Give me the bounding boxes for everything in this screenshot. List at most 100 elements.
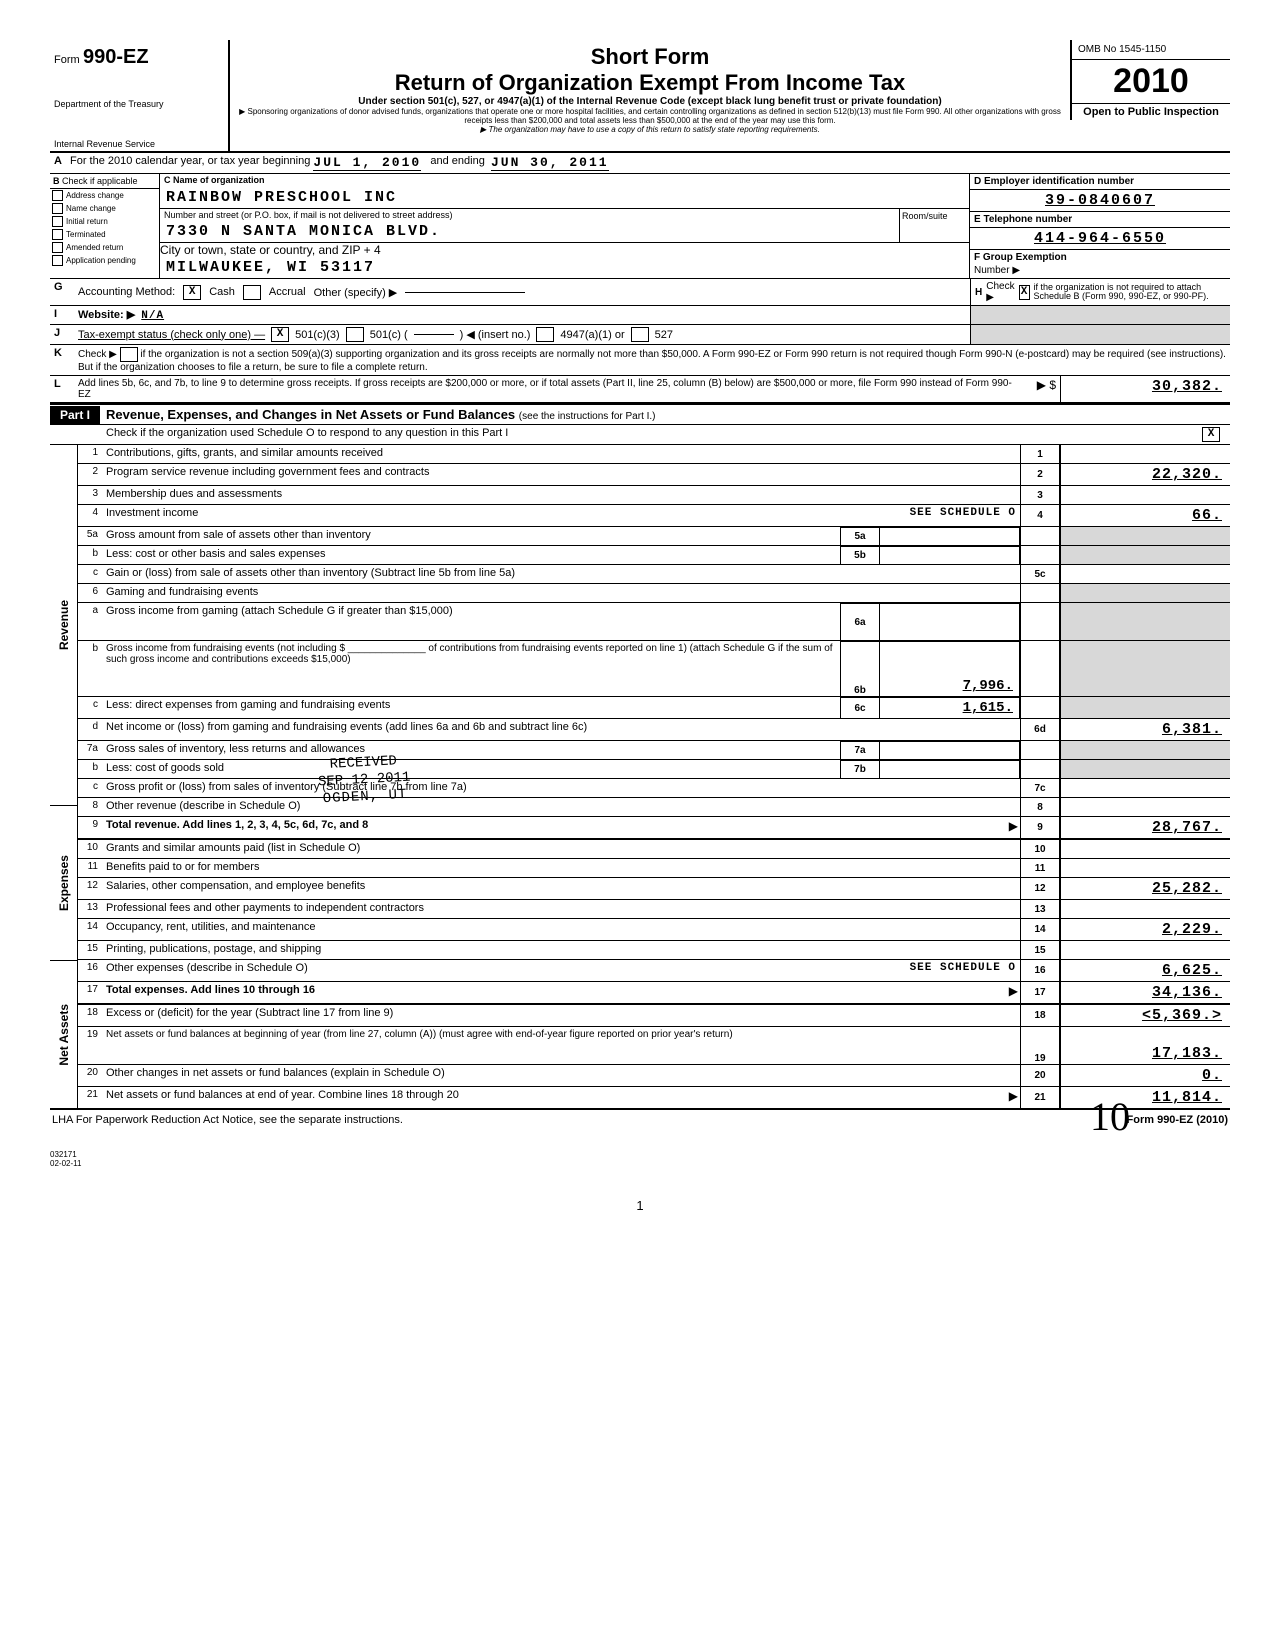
line-1: 1Contributions, gifts, grants, and simil… bbox=[78, 445, 1230, 464]
tax-year: 2010 bbox=[1072, 60, 1230, 104]
footer-form: Form 990-EZ (2010) bbox=[1127, 1114, 1228, 1126]
row-i-website: I Website: ▶ N/A bbox=[50, 306, 1230, 325]
line-13: 13Professional fees and other payments t… bbox=[78, 900, 1230, 919]
amt-16: 6,625. bbox=[1060, 960, 1230, 981]
lha-notice: LHA For Paperwork Reduction Act Notice, … bbox=[52, 1114, 403, 1126]
j-501c3: 501(c)(3) bbox=[295, 329, 340, 341]
title-short-form: Short Form bbox=[238, 44, 1062, 70]
chk-amended[interactable] bbox=[52, 242, 63, 253]
phone-value: 414-964-6550 bbox=[970, 228, 1230, 250]
col-de: D Employer identification number 39-0840… bbox=[970, 174, 1230, 278]
line-15: 15Printing, publications, postage, and s… bbox=[78, 941, 1230, 960]
part1-label: Part I bbox=[50, 406, 100, 424]
footer: LHA For Paperwork Reduction Act Notice, … bbox=[50, 1110, 1230, 1130]
line-6a: aGross income from gaming (attach Schedu… bbox=[78, 603, 1230, 641]
line-12: 12Salaries, other compensation, and empl… bbox=[78, 878, 1230, 900]
colb-head: Check if applicable bbox=[62, 176, 138, 186]
l-arrow: ▶ $ bbox=[1020, 376, 1060, 402]
dept1: Department of the Treasury bbox=[54, 99, 224, 109]
lines-column: 1Contributions, gifts, grants, and simil… bbox=[78, 445, 1230, 1108]
page-number: 1 bbox=[50, 1168, 1230, 1213]
form-word: Form bbox=[54, 54, 80, 66]
amt-19: 17,183. bbox=[1060, 1027, 1230, 1064]
header-center: Short Form Return of Organization Exempt… bbox=[230, 40, 1070, 139]
col-c-name-address: C Name of organization RAINBOW PRESCHOOL… bbox=[160, 174, 970, 278]
handwritten-10: 10 bbox=[1090, 1093, 1130, 1140]
chk-501c3[interactable]: X bbox=[271, 327, 289, 342]
line-5a: 5aGross amount from sale of assets other… bbox=[78, 527, 1230, 546]
line-7b: bLess: cost of goods sold7b bbox=[78, 760, 1230, 779]
chk-name-change[interactable] bbox=[52, 203, 63, 214]
chk-4947[interactable] bbox=[536, 327, 554, 342]
amt-3 bbox=[1060, 486, 1230, 504]
l-value: 30,382. bbox=[1060, 376, 1230, 402]
j-527: 527 bbox=[655, 329, 673, 341]
ein-value: 39-0840607 bbox=[970, 190, 1230, 212]
h-cont bbox=[970, 306, 1230, 324]
f-label2: Number ▶ bbox=[974, 265, 1020, 276]
chk-schedule-o[interactable]: X bbox=[1202, 427, 1220, 442]
line-8: 8Other revenue (describe in Schedule O)8 bbox=[78, 798, 1230, 817]
line-5b: bLess: cost or other basis and sales exp… bbox=[78, 546, 1230, 565]
g-other: Other (specify) ▶ bbox=[314, 286, 398, 299]
line-10: 10Grants and similar amounts paid (list … bbox=[78, 840, 1230, 859]
chk-h-scheduleb[interactable]: X bbox=[1019, 285, 1030, 300]
g-accrual: Accrual bbox=[269, 286, 306, 298]
line-4: 4Investment incomeSEE SCHEDULE O466. bbox=[78, 505, 1230, 527]
part1-header: Part I Revenue, Expenses, and Changes in… bbox=[50, 403, 1230, 425]
line-6d: dNet income or (loss) from gaming and fu… bbox=[78, 719, 1230, 741]
chk-cash[interactable]: X bbox=[183, 285, 201, 300]
c-name-label: C Name of organization bbox=[164, 175, 265, 185]
g-label: Accounting Method: bbox=[78, 286, 175, 298]
amt-14: 2,229. bbox=[1060, 919, 1230, 940]
chk-527[interactable] bbox=[631, 327, 649, 342]
f-label: F Group Exemption bbox=[974, 252, 1067, 263]
part1-check-row: Check if the organization used Schedule … bbox=[50, 425, 1230, 445]
j-insert: ) ◀ (insert no.) bbox=[460, 328, 531, 341]
amt-6d: 6,381. bbox=[1060, 719, 1230, 740]
chk-app-pending[interactable] bbox=[52, 255, 63, 266]
org-city: MILWAUKEE, WI 53117 bbox=[160, 257, 969, 278]
fine-print-1: ▶ Sponsoring organizations of donor advi… bbox=[238, 107, 1062, 125]
form-990ez: Form 990-EZ Department of the Treasury I… bbox=[50, 40, 1230, 1213]
omb-number: OMB No 1545-1150 bbox=[1072, 40, 1230, 60]
amt-12: 25,282. bbox=[1060, 878, 1230, 899]
h-text: if the organization is not required to a… bbox=[1034, 283, 1226, 301]
row-a-tax-year: A For the 2010 calendar year, or tax yea… bbox=[50, 153, 1230, 174]
line-9: 9Total revenue. Add lines 1, 2, 3, 4, 5c… bbox=[78, 817, 1230, 840]
line-16: 16Other expenses (describe in Schedule O… bbox=[78, 960, 1230, 982]
dept2: Internal Revenue Service bbox=[54, 139, 224, 149]
chk-initial-return[interactable] bbox=[52, 216, 63, 227]
line16-extra: SEE SCHEDULE O bbox=[910, 962, 1016, 974]
line-6b: bGross income from fundraising events (n… bbox=[78, 641, 1230, 697]
main-grid: Revenue Expenses Net Assets 1Contributio… bbox=[50, 445, 1230, 1110]
line-7a: 7aGross sales of inventory, less returns… bbox=[78, 741, 1230, 760]
line4-extra: SEE SCHEDULE O bbox=[910, 507, 1016, 519]
k-label: Check ▶ bbox=[78, 349, 117, 360]
e-label: E Telephone number bbox=[974, 214, 1072, 225]
col-b-checkboxes: B Check if applicable Address change Nam… bbox=[50, 174, 160, 278]
amt-21: 11,814. bbox=[1060, 1087, 1230, 1108]
k-text: if the organization is not a section 509… bbox=[78, 349, 1226, 373]
line-18: 18Excess or (deficit) for the year (Subt… bbox=[78, 1005, 1230, 1027]
row-k: K Check ▶ if the organization is not a s… bbox=[50, 345, 1230, 376]
part1-sub: (see the instructions for Part I.) bbox=[519, 411, 656, 422]
chk-k[interactable] bbox=[120, 347, 138, 362]
year-end: JUN 30, 2011 bbox=[491, 155, 609, 171]
row-a-mid: and ending bbox=[430, 155, 484, 171]
chk-accrual[interactable] bbox=[243, 285, 261, 300]
amt-2: 22,320. bbox=[1060, 464, 1230, 485]
chk-terminated[interactable] bbox=[52, 229, 63, 240]
chk-address-change[interactable] bbox=[52, 190, 63, 201]
website-value: N/A bbox=[141, 310, 164, 322]
g-cash: Cash bbox=[209, 286, 235, 298]
l-text: Add lines 5b, 6c, and 7b, to line 9 to d… bbox=[74, 376, 1020, 402]
row-g-accounting: G Accounting Method: X Cash Accrual Othe… bbox=[50, 279, 1230, 306]
row-l: L Add lines 5b, 6c, and 7b, to line 9 to… bbox=[50, 376, 1230, 403]
org-name: RAINBOW PRESCHOOL INC bbox=[160, 186, 969, 208]
chk-501c[interactable] bbox=[346, 327, 364, 342]
identity-block: B Check if applicable Address change Nam… bbox=[50, 174, 1230, 279]
line-11: 11Benefits paid to or for members11 bbox=[78, 859, 1230, 878]
amt-4: 66. bbox=[1060, 505, 1230, 526]
header-left: Form 990-EZ Department of the Treasury I… bbox=[50, 40, 230, 151]
